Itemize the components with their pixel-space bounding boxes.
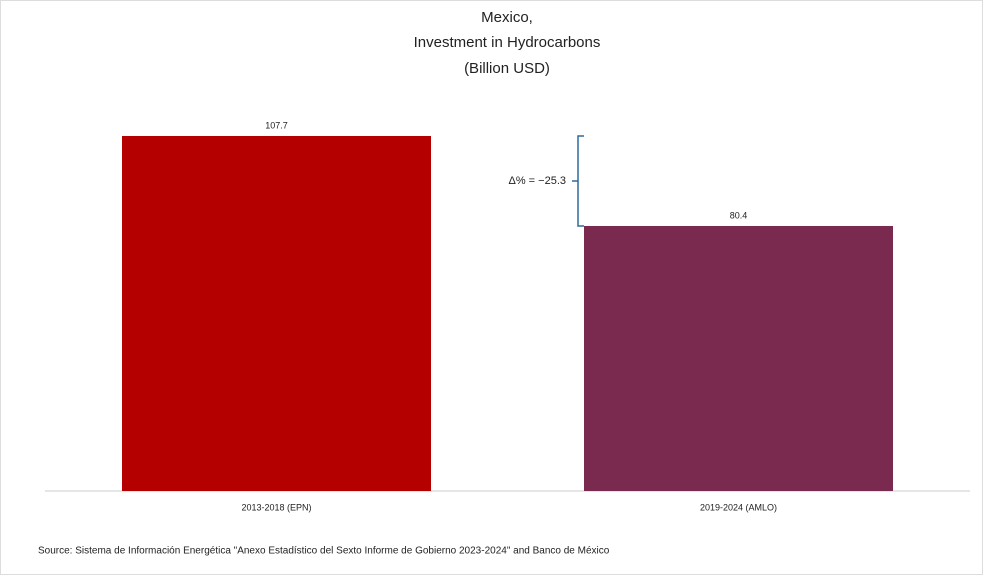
value-label: 107.7 bbox=[265, 120, 288, 130]
annotation: Δ% = −25.3 bbox=[509, 175, 567, 187]
bracket bbox=[572, 135, 584, 227]
value-label: 80.4 bbox=[730, 210, 748, 220]
x-tick-label: 2013-2018 (EPN) bbox=[241, 502, 311, 512]
chart-title: Mexico, bbox=[481, 9, 533, 26]
chart-title: (Billion USD) bbox=[464, 60, 550, 77]
chart-title: Investment in Hydrocarbons bbox=[414, 34, 601, 51]
source-note: Source: Sistema de Información Energétic… bbox=[38, 546, 610, 557]
bar bbox=[584, 225, 893, 491]
bar bbox=[122, 136, 431, 491]
x-tick-label: 2019-2024 (AMLO) bbox=[700, 502, 777, 512]
